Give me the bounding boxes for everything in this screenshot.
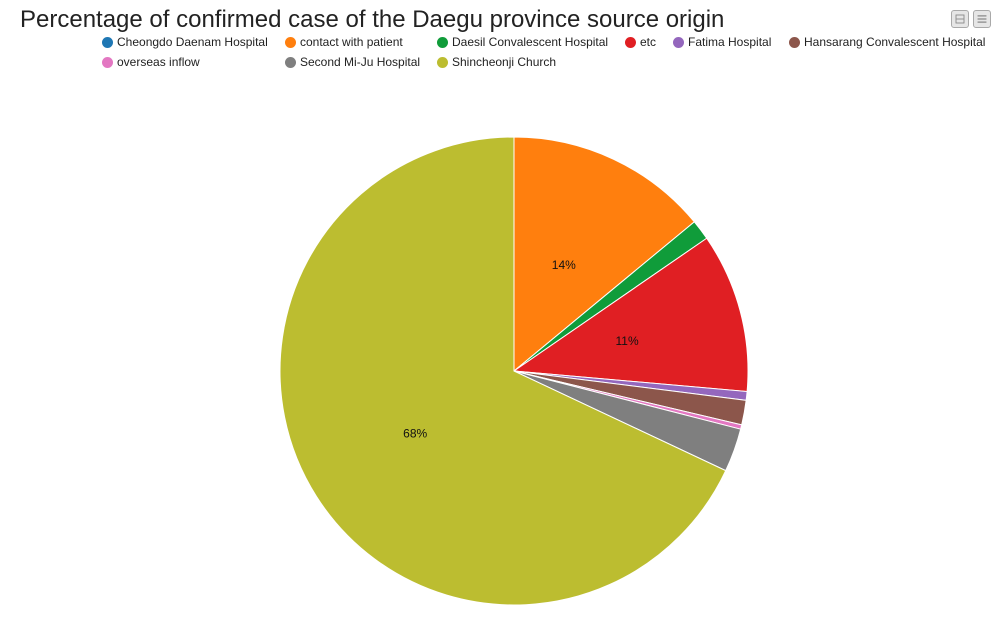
legend-label: Hansarang Convalescent Hospital — [804, 35, 986, 49]
pie-slice[interactable] — [279, 136, 727, 606]
legend-swatch — [285, 36, 296, 48]
legend-label: Cheongdo Daenam Hospital — [117, 35, 268, 49]
legend-label: Fatima Hospital — [688, 35, 772, 49]
legend-item[interactable]: Daesil Convalescent Hospital — [437, 35, 608, 49]
legend-label: Second Mi-Ju Hospital — [300, 55, 421, 69]
legend-label: Daesil Convalescent Hospital — [452, 35, 609, 49]
legend-item[interactable]: Second Mi-Ju Hospital — [285, 55, 420, 69]
legend-item[interactable]: contact with patient — [285, 35, 403, 49]
chart-title: Percentage of confirmed case of the Daeg… — [20, 6, 725, 33]
slice-percent-label: 11% — [616, 334, 639, 348]
legend-label: etc — [640, 35, 657, 49]
legend-item[interactable]: Cheongdo Daenam Hospital — [102, 35, 268, 49]
legend-item[interactable]: Shincheonji Church — [437, 55, 556, 69]
chart-toolbar — [951, 10, 991, 28]
legend-item[interactable]: Hansarang Convalescent Hospital — [789, 35, 985, 49]
menu-button[interactable] — [973, 10, 991, 28]
pie-slice[interactable] — [513, 136, 696, 373]
legend-label: contact with patient — [300, 35, 403, 49]
legend-label: overseas inflow — [117, 55, 200, 69]
slice-percent-label: 14% — [552, 258, 576, 272]
legend-item[interactable]: etc — [625, 35, 656, 49]
pie-slice[interactable] — [512, 237, 749, 393]
legend-label: Shincheonji Church — [452, 55, 557, 69]
legend-swatch — [437, 36, 448, 48]
legend-swatch — [625, 36, 636, 48]
legend-swatch — [102, 36, 113, 48]
legend-swatch — [437, 56, 448, 68]
legend-swatch — [789, 36, 800, 48]
minimize-button[interactable] — [951, 10, 969, 28]
minimize-icon — [955, 14, 965, 24]
menu-icon — [977, 15, 987, 23]
legend-swatch — [102, 56, 113, 68]
legend-swatch — [673, 36, 684, 48]
legend-item[interactable]: overseas inflow — [102, 55, 200, 69]
legend-swatch — [285, 56, 296, 68]
slice-percent-label: 68% — [403, 427, 427, 441]
legend-item[interactable]: Fatima Hospital — [673, 35, 771, 49]
